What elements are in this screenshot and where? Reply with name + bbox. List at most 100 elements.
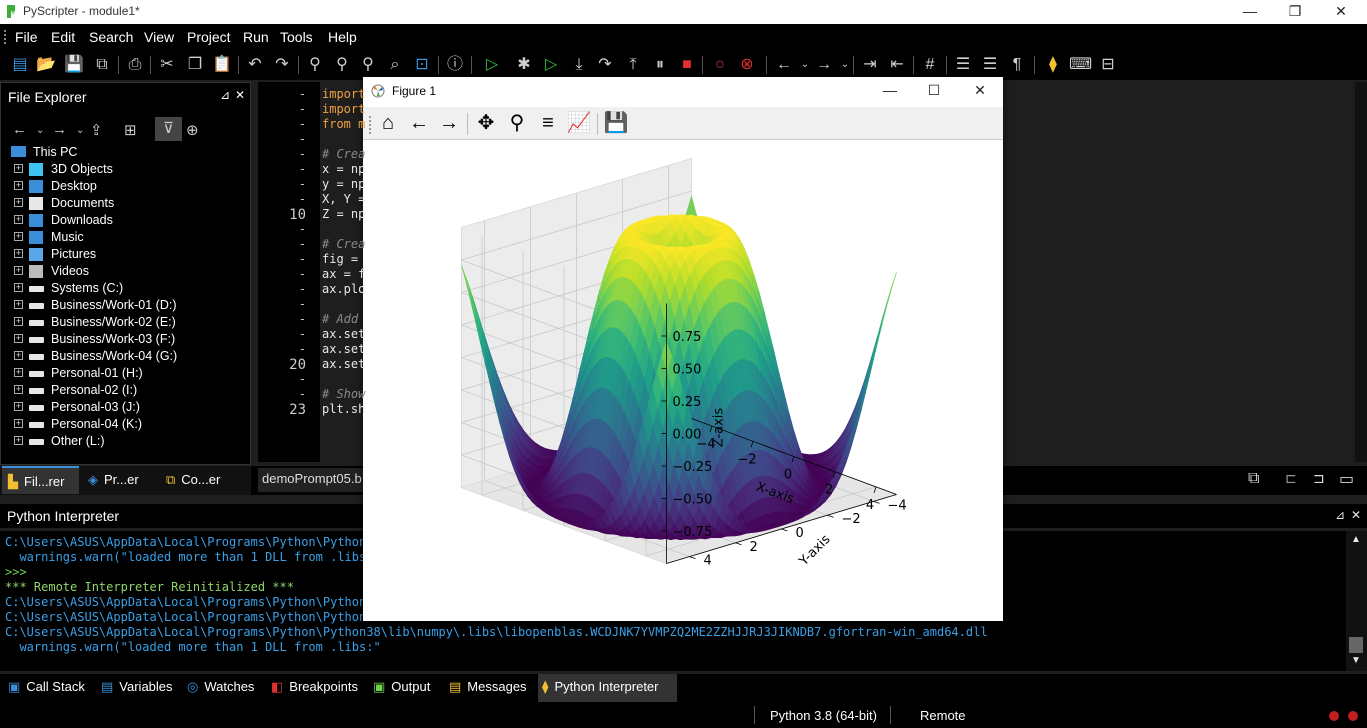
print-icon[interactable]: ⎙ — [128, 56, 142, 73]
tree-item[interactable]: + Desktop — [1, 178, 249, 195]
pin-icon[interactable]: ⊿ — [220, 88, 231, 102]
editor-tab[interactable]: demoPrompt05.b — [258, 468, 370, 492]
expand-icon[interactable]: + — [14, 299, 23, 309]
find-icon[interactable]: ⚲ — [309, 56, 321, 73]
tree-item[interactable]: + Documents — [1, 195, 249, 212]
undo-icon[interactable]: ↶ — [248, 56, 262, 73]
redo-icon[interactable]: ↷ — [275, 56, 289, 73]
stop-icon[interactable]: ■ — [682, 56, 692, 73]
home-icon[interactable]: ⌂ — [381, 112, 395, 134]
expand-icon[interactable]: + — [14, 214, 23, 224]
configure-subplots-icon[interactable]: ≡ — [542, 112, 554, 134]
indent-icon[interactable]: ⇥ — [863, 56, 877, 73]
tree-view-icon[interactable]: ⊞ — [124, 122, 137, 139]
open-file-icon[interactable]: 📂 — [36, 56, 56, 73]
editor-scrollbar[interactable] — [1355, 82, 1367, 462]
scroll-thumb[interactable] — [1349, 637, 1363, 653]
tab-file-explorer[interactable]: ▙ Fil...rer — [2, 466, 79, 494]
menu-tools[interactable]: Tools — [280, 29, 313, 45]
tree-item[interactable]: + Downloads — [1, 212, 249, 229]
tab-variables[interactable]: ▤ Variables — [101, 679, 173, 694]
expand-icon[interactable]: + — [14, 231, 23, 241]
next-editor-icon[interactable]: ⊐ — [1313, 470, 1325, 486]
step-into-icon[interactable]: ⤓ — [575, 56, 583, 73]
back-arrow-icon[interactable]: ← — [409, 112, 429, 134]
close-window-button[interactable]: ✕ — [1335, 3, 1347, 19]
tree-item[interactable]: + Music — [1, 229, 249, 246]
scroll-up-icon[interactable]: ▲ — [1351, 534, 1361, 545]
forward-icon[interactable]: → — [52, 121, 67, 138]
tree-item[interactable]: + Business/Work-03 (F:) — [1, 331, 249, 348]
expand-icon[interactable]: + — [14, 350, 23, 360]
copy-icon[interactable]: ❐ — [187, 56, 203, 73]
run-to-cursor-icon[interactable]: ▷ — [544, 56, 558, 73]
menu-view[interactable]: View — [144, 29, 175, 45]
menu-help[interactable]: Help — [328, 29, 357, 45]
menu-search[interactable]: Search — [89, 29, 134, 45]
nav-back-icon[interactable]: ← — [776, 56, 792, 73]
tree-item[interactable]: + Other (L:) — [1, 433, 249, 450]
python-icon[interactable]: ⧫ — [1049, 56, 1057, 73]
scroll-down-icon[interactable]: ▼ — [1351, 655, 1361, 666]
step-out-icon[interactable]: ⤒ — [629, 56, 637, 73]
paste-icon[interactable]: 📋 — [212, 56, 232, 73]
expand-icon[interactable]: + — [14, 401, 23, 411]
keyboard-icon[interactable]: ⌨ — [1069, 56, 1093, 73]
tree-item[interactable]: + Personal-01 (H:) — [1, 365, 249, 382]
tree-item[interactable]: + Videos — [1, 263, 249, 280]
tab-order-icon[interactable]: ☰ — [982, 56, 998, 73]
tree-item-this-pc[interactable]: This PC — [1, 144, 249, 161]
expand-icon[interactable]: + — [14, 384, 23, 394]
forward-dropdown-icon[interactable]: ⌄ — [76, 125, 85, 136]
prev-editor-icon[interactable]: ⊏ — [1285, 470, 1297, 486]
filter-icon[interactable]: ⊽ — [155, 117, 182, 141]
zoom-icon[interactable]: ⚲ — [509, 112, 525, 134]
tree-item[interactable]: + Personal-02 (I:) — [1, 382, 249, 399]
tree-item[interactable]: + Business/Work-01 (D:) — [1, 297, 249, 314]
nav-forward-dropdown-icon[interactable]: ⌄ — [840, 59, 850, 70]
clear-breakpoints-icon[interactable]: ⊗ — [740, 56, 754, 73]
close-panel-icon[interactable]: ✕ — [235, 88, 246, 102]
minimize-button[interactable]: — — [1243, 3, 1257, 19]
edit-axis-icon[interactable]: 📈 — [566, 112, 592, 134]
tab-python-interpreter[interactable]: ⧫ Python Interpreter — [538, 674, 677, 702]
tree-item[interactable]: + Pictures — [1, 246, 249, 263]
menu-file[interactable]: File — [15, 29, 38, 45]
nav-back-dropdown-icon[interactable]: ⌄ — [800, 59, 810, 70]
window-list-icon[interactable]: ⧉ — [1248, 470, 1260, 487]
find-window-icon[interactable]: ⊡ — [415, 56, 429, 73]
figure-close-button[interactable]: ✕ — [974, 82, 986, 98]
back-dropdown-icon[interactable]: ⌄ — [36, 125, 45, 136]
cut-icon[interactable]: ✂ — [160, 56, 174, 73]
pan-icon[interactable]: ✥ — [477, 112, 495, 134]
figure-minimize-button[interactable]: — — [883, 82, 897, 98]
menu-edit[interactable]: Edit — [51, 29, 76, 45]
find-in-files-icon[interactable]: ⌕ — [390, 56, 400, 73]
back-icon[interactable]: ← — [12, 121, 27, 138]
new-folder-icon[interactable]: ⊕ — [186, 122, 199, 139]
list-icon[interactable]: ☰ — [955, 56, 971, 73]
debug-icon[interactable]: ✱ — [517, 56, 531, 73]
pilcrow-icon[interactable]: ¶ — [1012, 56, 1022, 73]
console-scrollbar[interactable]: ▲ ▼ — [1346, 531, 1367, 671]
step-over-icon[interactable]: ↷ — [598, 56, 612, 73]
engine-status[interactable]: Remote — [920, 708, 966, 723]
pause-icon[interactable]: ⏸ — [655, 56, 664, 73]
interpreter-close-icon[interactable]: ✕ — [1351, 508, 1362, 522]
info-icon[interactable]: ⓘ — [446, 56, 463, 73]
expand-icon[interactable]: + — [14, 333, 23, 343]
expand-icon[interactable]: + — [14, 316, 23, 326]
find-next-icon[interactable]: ⚲ — [336, 56, 348, 73]
expand-icon[interactable]: + — [14, 418, 23, 428]
new-file-icon[interactable]: ▤ — [12, 56, 28, 73]
tab-output[interactable]: ▣ Output — [373, 679, 431, 694]
tree-item[interactable]: + Personal-04 (K:) — [1, 416, 249, 433]
run-icon[interactable]: ▷ — [485, 56, 499, 73]
replace-icon[interactable]: ⚲ — [362, 56, 374, 73]
nav-forward-icon[interactable]: → — [816, 56, 832, 73]
expand-icon[interactable]: + — [14, 197, 23, 207]
forward-arrow-icon[interactable]: → — [439, 112, 459, 134]
surface-plot[interactable]: −4 −2 0 2 4 −4 −2 0 2 4 −0.75 −0.50 −0.25 0.00 0.25 0.5… — [363, 141, 1003, 621]
save-icon[interactable]: 💾 — [64, 56, 84, 73]
save-all-icon[interactable]: ⧉ — [96, 56, 108, 73]
